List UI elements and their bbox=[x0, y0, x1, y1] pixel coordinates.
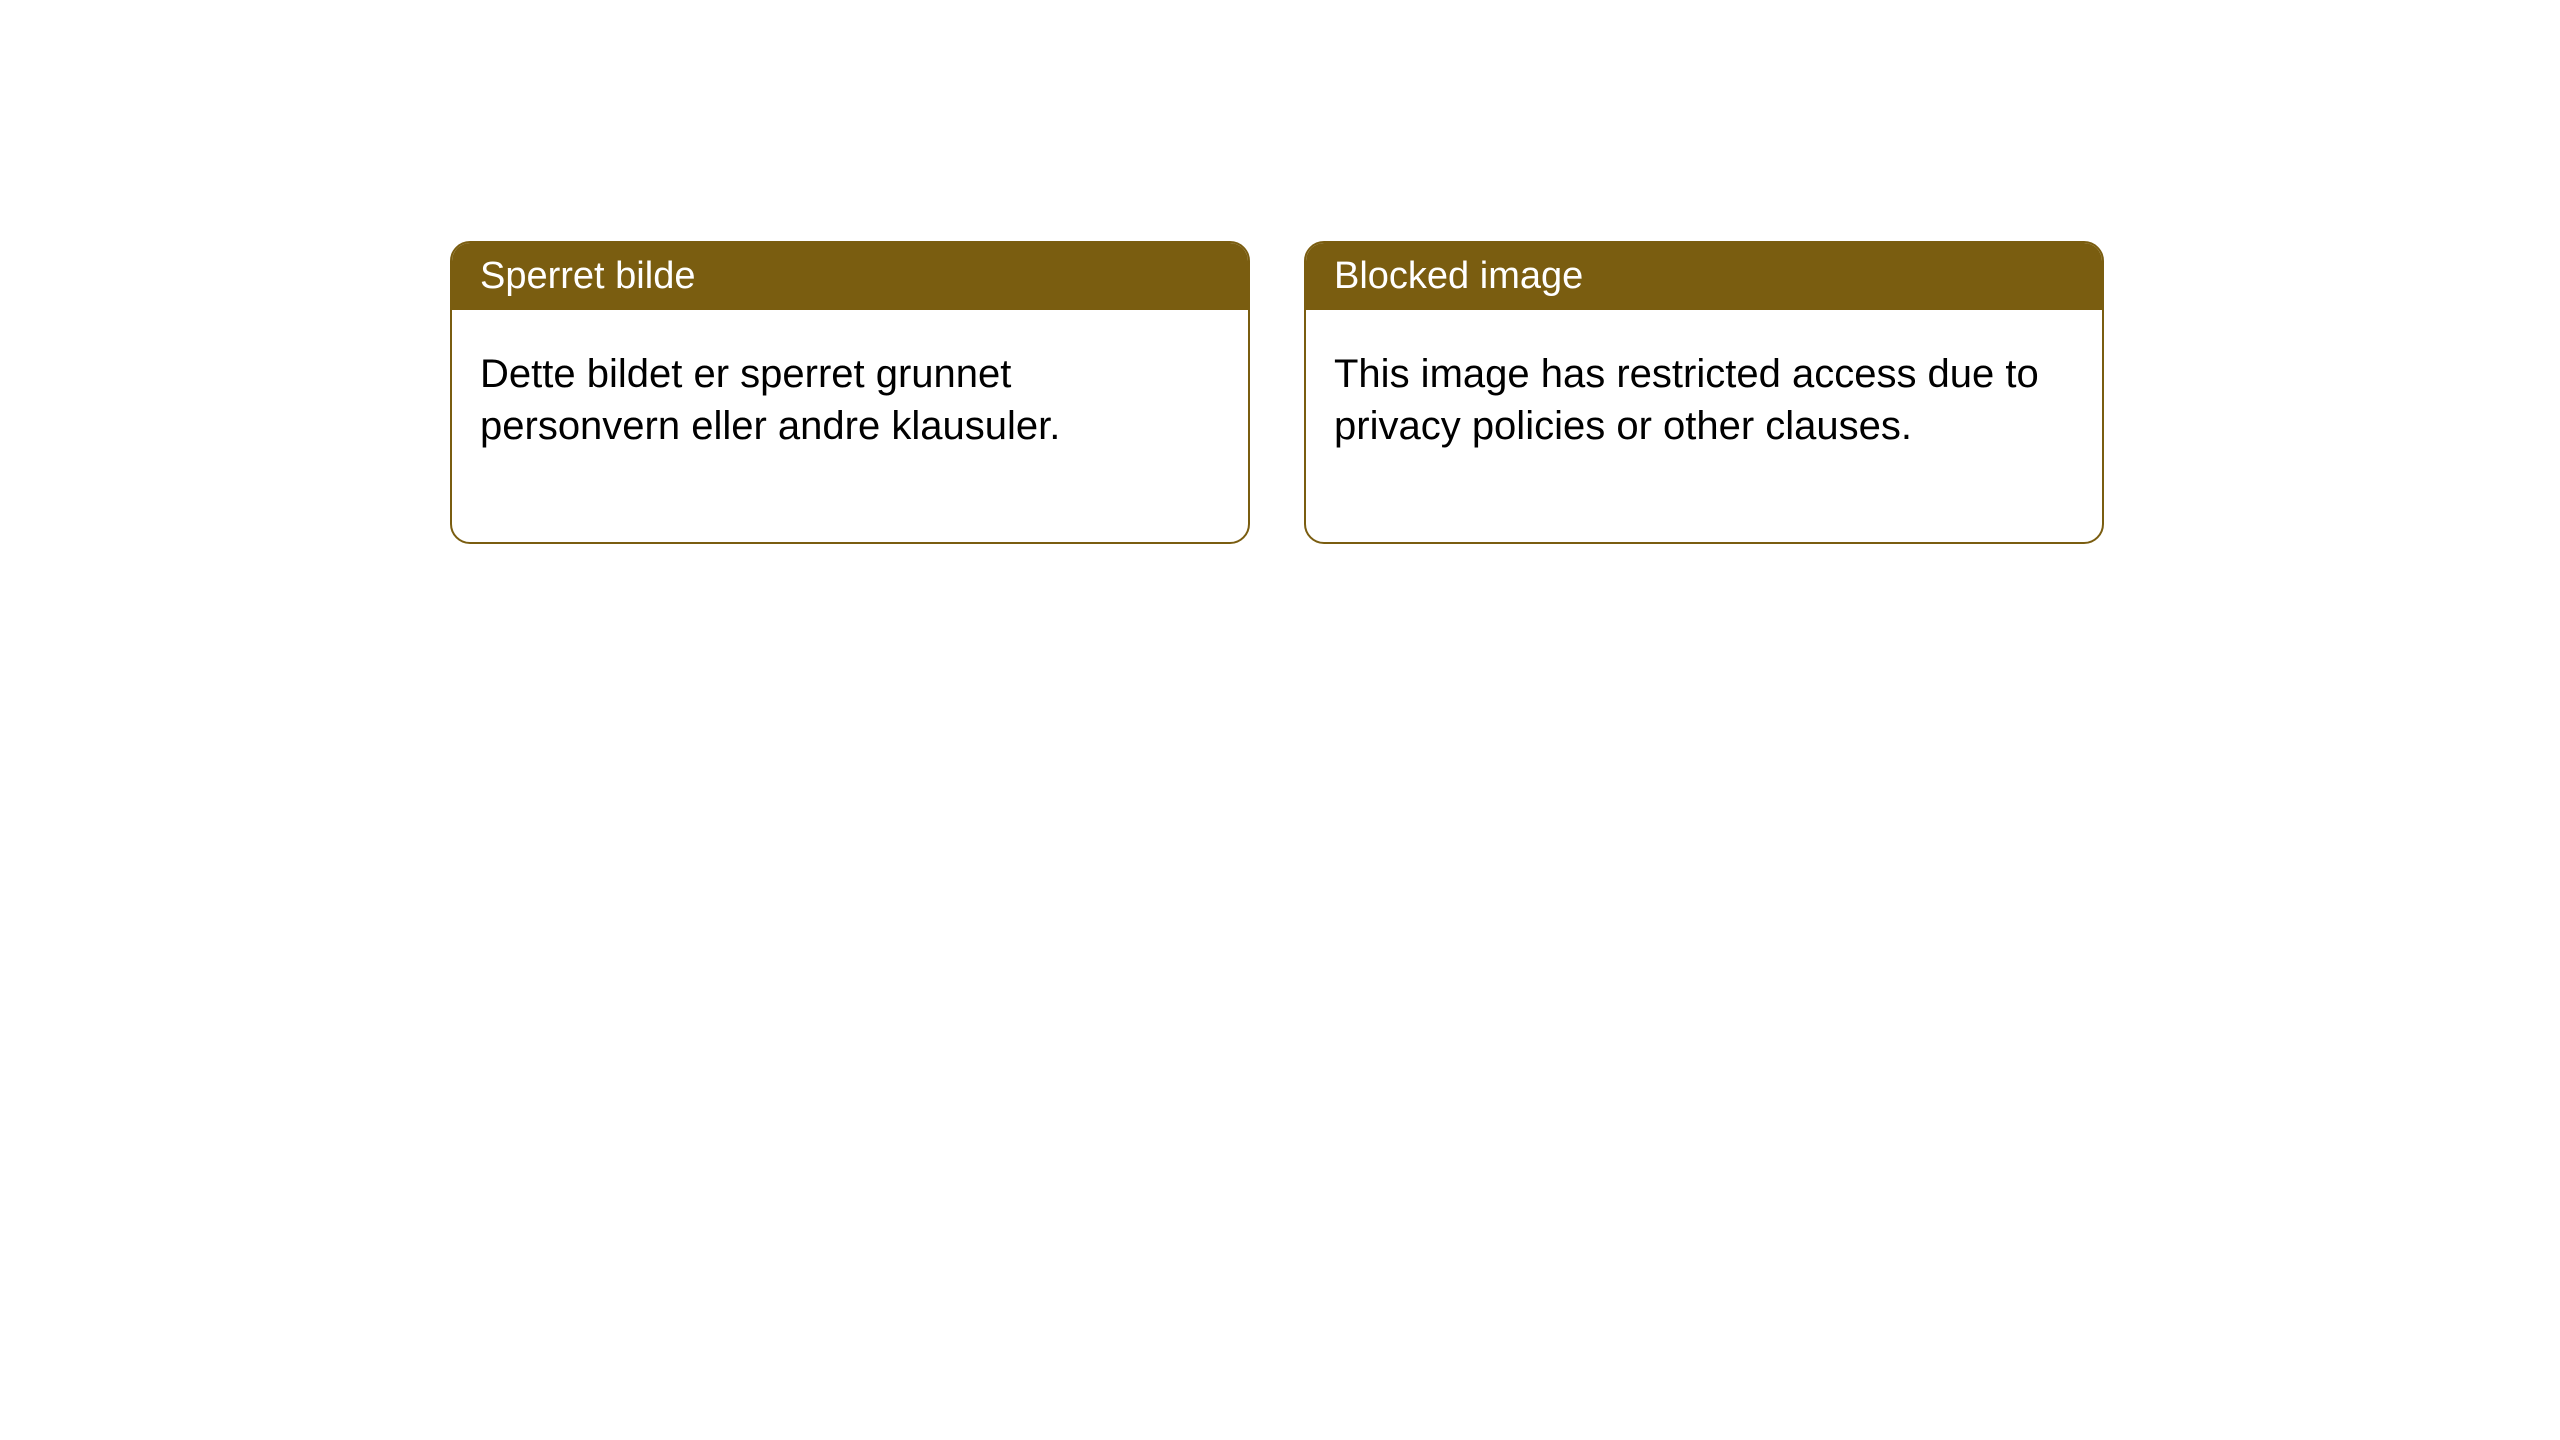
card-header-norwegian: Sperret bilde bbox=[452, 243, 1248, 310]
card-title: Sperret bilde bbox=[480, 255, 695, 297]
blocked-image-card-english: Blocked image This image has restricted … bbox=[1304, 241, 2104, 544]
blocked-image-card-norwegian: Sperret bilde Dette bildet er sperret gr… bbox=[450, 241, 1250, 544]
notice-cards-container: Sperret bilde Dette bildet er sperret gr… bbox=[450, 241, 2104, 544]
card-header-english: Blocked image bbox=[1306, 243, 2102, 310]
card-message: This image has restricted access due to … bbox=[1334, 352, 2039, 448]
card-body-norwegian: Dette bildet er sperret grunnet personve… bbox=[452, 310, 1248, 542]
card-title: Blocked image bbox=[1334, 255, 1583, 297]
card-message: Dette bildet er sperret grunnet personve… bbox=[480, 352, 1060, 448]
card-body-english: This image has restricted access due to … bbox=[1306, 310, 2102, 542]
